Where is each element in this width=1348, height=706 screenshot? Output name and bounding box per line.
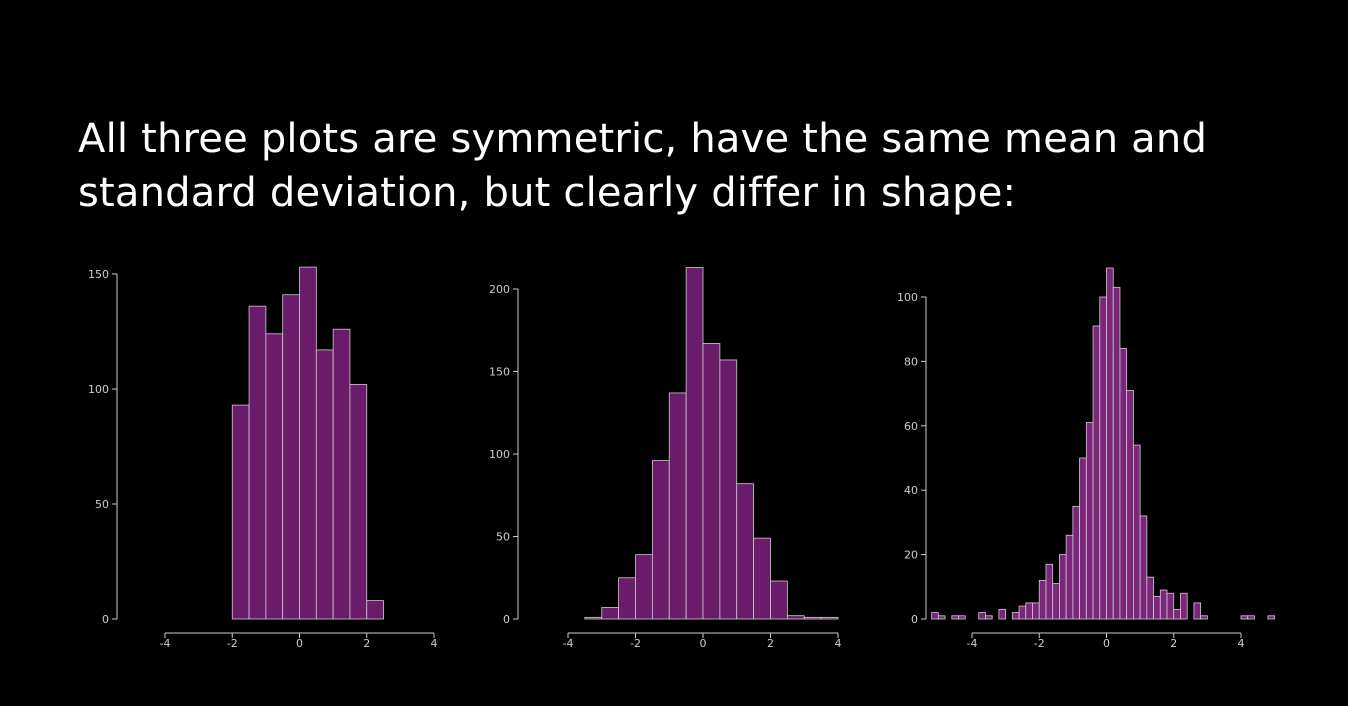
histogram-bar xyxy=(1119,348,1128,620)
y-tick-label: 20 xyxy=(904,549,918,562)
histogram-bar xyxy=(1099,296,1107,620)
histogram-bar xyxy=(1025,602,1033,620)
x-tick-label: 4 xyxy=(835,637,842,650)
histogram-bar xyxy=(1247,615,1255,620)
histogram-bar xyxy=(1038,579,1047,620)
x-tick-label: 4 xyxy=(1238,637,1245,650)
y-tick-label: 200 xyxy=(489,283,510,296)
histogram-bar xyxy=(1159,589,1168,620)
histogram-bar xyxy=(1126,389,1134,620)
histogram-bar xyxy=(753,537,771,620)
histogram-bar xyxy=(736,483,755,620)
histogram-bar xyxy=(1132,444,1141,620)
x-tick-label: 0 xyxy=(700,637,707,650)
histogram-bar xyxy=(719,359,738,620)
histogram-bar xyxy=(998,608,1007,620)
histogram-bar xyxy=(1032,602,1040,620)
histogram-bar xyxy=(1085,422,1094,620)
histogram-bar xyxy=(1052,583,1060,620)
histogram-bar xyxy=(651,460,670,620)
histogram-bar xyxy=(1018,605,1027,620)
histogram-bar xyxy=(1045,563,1054,620)
x-tick-label: -2 xyxy=(227,637,238,650)
histogram-heavy-tailed: 0 20 40 60 80 100 -4 -2 0 2 4 xyxy=(897,267,1276,650)
histogram-bar xyxy=(1193,602,1202,620)
histogram-bar xyxy=(618,577,636,620)
histogram-bar xyxy=(601,607,620,620)
x-tick-label: 0 xyxy=(296,637,303,650)
histogram-bar xyxy=(668,392,687,620)
histogram-bar xyxy=(1011,612,1020,620)
y-tick-label: 80 xyxy=(904,355,918,368)
histogram-bar xyxy=(1112,286,1121,620)
y-tick-label: 100 xyxy=(897,291,918,304)
histogram-bar xyxy=(1173,608,1181,620)
histogram-bar xyxy=(1106,267,1114,620)
histogram-bar xyxy=(299,266,317,620)
histogram-bar xyxy=(1200,615,1208,620)
histogram-bar xyxy=(349,383,368,620)
y-tick-label: 150 xyxy=(489,366,510,379)
histogram-bar xyxy=(366,600,384,620)
histogram-bar xyxy=(332,328,351,620)
histogram-bar xyxy=(248,305,267,620)
x-tick-label: -4 xyxy=(563,637,574,650)
histogram-bar xyxy=(1267,615,1276,620)
histogram-bar xyxy=(1139,515,1148,620)
x-tick-label: 2 xyxy=(1170,637,1177,650)
histogram-bar xyxy=(786,615,805,620)
y-tick-label: 150 xyxy=(88,268,109,281)
histogram-bar xyxy=(1240,615,1249,620)
y-tick-label: 100 xyxy=(88,383,109,396)
histogram-normal: 0 50 100 150 200 -4 -2 0 2 4 xyxy=(489,267,842,650)
histogram-bar xyxy=(685,267,704,620)
y-tick-label: 50 xyxy=(496,531,510,544)
y-tick-label: 0 xyxy=(503,613,510,626)
x-tick-label: -2 xyxy=(630,637,641,650)
x-tick-label: -4 xyxy=(160,637,171,650)
histogram-bar xyxy=(1180,592,1188,620)
x-tick-label: -4 xyxy=(967,637,978,650)
x-tick-label: 0 xyxy=(1103,637,1110,650)
histogram-bar xyxy=(702,343,721,620)
histogram-bar xyxy=(803,616,822,620)
histogram-bar xyxy=(1146,576,1154,620)
histogram-bar xyxy=(635,554,653,620)
histogram-bar xyxy=(937,615,946,620)
histogram-bar xyxy=(282,294,300,620)
histogram-bar xyxy=(978,612,986,620)
y-tick-label: 40 xyxy=(904,484,918,497)
histogram-bar xyxy=(1153,596,1161,620)
slide-heading: All three plots are symmetric, have the … xyxy=(78,116,1208,216)
x-tick-label: 4 xyxy=(431,637,438,650)
x-tick-label: 2 xyxy=(767,637,774,650)
histogram-bar xyxy=(1059,554,1067,620)
histogram-bar xyxy=(951,615,959,620)
y-tick-label: 50 xyxy=(95,498,109,511)
histogram-bar xyxy=(1079,457,1087,620)
x-tick-label: 2 xyxy=(363,637,370,650)
histogram-bar xyxy=(985,615,993,620)
y-tick-label: 60 xyxy=(904,420,918,433)
histogram-bar xyxy=(931,612,939,620)
histogram-bar xyxy=(1072,505,1080,620)
histogram-bar xyxy=(231,404,250,620)
histogram-bar xyxy=(584,616,603,620)
y-tick-label: 0 xyxy=(102,613,109,626)
histogram-bar xyxy=(820,616,839,620)
histogram-bar xyxy=(770,580,788,620)
y-tick-label: 0 xyxy=(911,613,918,626)
histogram-uniform-like: 0 50 100 150 -4 -2 0 2 4 xyxy=(88,266,438,650)
histogram-bar xyxy=(1166,592,1175,620)
x-tick-label: -2 xyxy=(1034,637,1045,650)
y-tick-label: 100 xyxy=(489,448,510,461)
histogram-bar xyxy=(315,349,334,620)
histogram-bar xyxy=(1092,325,1101,620)
histogram-bar xyxy=(1065,534,1074,620)
histogram-bar xyxy=(958,615,966,620)
histogram-bar xyxy=(265,333,284,620)
